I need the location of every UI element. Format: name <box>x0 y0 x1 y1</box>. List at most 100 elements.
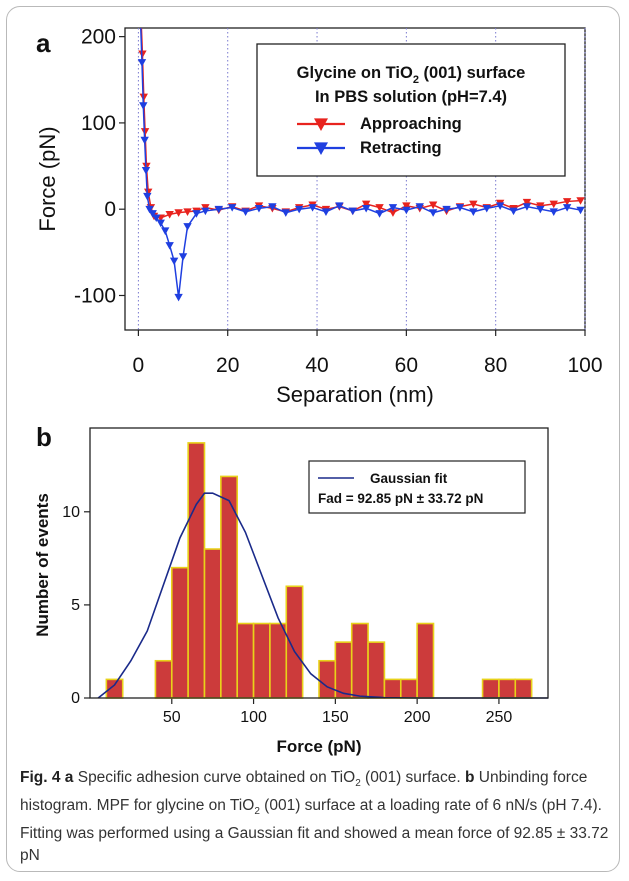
figure-caption: Fig. 4 a Specific adhesion curve obtaine… <box>20 767 620 867</box>
panel-a-x-tick-label: 80 <box>484 354 507 377</box>
data-point-retracting <box>562 204 572 212</box>
panel-b-legend: Gaussian fit Fad = 92.85 pN ± 33.72 pN <box>308 460 526 514</box>
panel-b-x-axis-label: Force (pN) <box>277 737 362 756</box>
data-point-retracting <box>455 204 465 212</box>
histogram-bar <box>220 475 239 699</box>
legend-marker-retracting <box>314 142 328 155</box>
panel-a-series-group <box>136 16 585 302</box>
panel-a-y-tick-label: 0 <box>104 198 116 221</box>
data-point-retracting <box>576 206 585 215</box>
panel-b-legend-box <box>308 460 526 514</box>
data-point-retracting <box>428 209 438 217</box>
panel-b-legend-fad-value: Fad = 92.85 pN ± 33.72 pN <box>318 491 483 506</box>
data-point-retracting <box>169 257 179 266</box>
panel-a-y-tick-label: 100 <box>81 112 116 135</box>
panel-b-legend-fit-label: Gaussian fit <box>370 471 448 486</box>
histogram-bar <box>399 678 418 699</box>
data-point-retracting <box>143 192 152 201</box>
data-point-retracting <box>139 102 148 110</box>
caption-sub-2: 2 <box>254 806 260 818</box>
panel-b-y-axis-label: Number of events <box>33 493 52 637</box>
panel-a-x-tick-label: 40 <box>305 354 328 377</box>
data-point-retracting <box>549 208 558 216</box>
panel-b-x-tick-label: 100 <box>240 709 267 726</box>
data-point-retracting <box>140 136 149 145</box>
data-point-retracting <box>402 206 411 215</box>
data-point-approaching <box>174 209 183 217</box>
data-point-retracting <box>268 203 277 211</box>
data-point-retracting <box>294 205 304 214</box>
data-point-retracting <box>522 203 532 211</box>
histogram-bar <box>285 585 304 699</box>
panel-a-x-tick-label: 60 <box>395 354 418 377</box>
data-point-approaching <box>140 128 150 136</box>
histogram-bar <box>187 442 206 699</box>
data-point-retracting <box>152 214 161 223</box>
histogram-bar <box>416 622 435 699</box>
histogram-bar <box>170 566 189 699</box>
panel-a-legend-box <box>256 43 566 177</box>
histogram-bar <box>318 659 337 699</box>
data-point-approaching <box>576 197 585 205</box>
panel-a-legend-title-line1: Glycine on TiO2 (001) surface <box>297 64 526 86</box>
caption-sub-1: 2 <box>355 778 361 790</box>
data-point-retracting <box>141 167 151 175</box>
data-point-approaching <box>469 200 478 209</box>
histogram-bar <box>498 678 517 699</box>
panel-a-plot-frame <box>124 27 586 331</box>
panel-b-x-tick-label: 150 <box>322 709 349 726</box>
data-point-retracting <box>214 205 223 214</box>
panel-b-x-tick-label: 200 <box>404 709 431 726</box>
panel-a-legend: Glycine on TiO2 (001) surface In PBS sol… <box>256 43 566 177</box>
data-point-retracting <box>375 210 384 218</box>
data-point-retracting <box>227 204 237 212</box>
data-point-retracting <box>308 204 317 212</box>
data-point-retracting <box>509 207 518 216</box>
caption-b-label: b <box>465 769 475 786</box>
caption-a-label: a <box>64 769 74 786</box>
histogram-bar <box>350 622 369 699</box>
panel-a-y-axis-label: Force (pN) <box>35 126 60 231</box>
data-point-retracting <box>415 203 424 211</box>
panel-a-x-tick-label: 100 <box>567 354 602 377</box>
data-point-retracting <box>241 208 250 216</box>
caption-text-4: (001) surface at a loading rate of 6 nN/… <box>20 797 609 865</box>
panel-a-y-tick-label: -100 <box>74 284 116 307</box>
data-point-retracting <box>254 204 264 213</box>
data-point-approaching <box>562 198 572 206</box>
data-point-retracting <box>160 227 170 235</box>
data-point-retracting <box>321 208 331 216</box>
data-point-approaching <box>165 211 174 219</box>
data-point-retracting <box>178 253 188 261</box>
data-point-approaching <box>361 200 371 209</box>
histogram-bar <box>514 678 533 699</box>
caption-text-2: (001) surface. <box>360 769 465 786</box>
panel-a-label: a <box>36 28 51 58</box>
data-point-retracting <box>442 205 451 214</box>
histogram-bar <box>252 622 271 699</box>
panel-b-plot-frame <box>89 427 549 699</box>
caption-text-1: Specific adhesion curve obtained on TiO <box>73 769 356 786</box>
data-point-retracting <box>136 20 144 28</box>
panel-b-label: b <box>36 422 52 452</box>
panel-b-y-tick-label: 10 <box>62 504 80 521</box>
data-point-retracting <box>145 205 154 214</box>
histogram-bar <box>269 622 288 699</box>
panel-b-x-tick-label: 50 <box>163 709 181 726</box>
data-point-approaching <box>428 201 438 210</box>
histogram-bar <box>154 659 173 699</box>
data-point-approaching <box>137 16 145 24</box>
data-point-approaching <box>375 204 384 212</box>
data-point-retracting <box>388 204 398 212</box>
panel-a-x-tick-label: 20 <box>216 354 239 377</box>
data-point-approaching <box>522 198 532 207</box>
panel-b-y-tick-label: 5 <box>71 597 80 614</box>
data-point-approaching <box>388 209 398 217</box>
data-point-retracting <box>174 293 183 302</box>
data-point-retracting <box>335 202 344 210</box>
data-point-retracting <box>469 208 478 216</box>
data-point-retracting <box>536 205 545 214</box>
gaussian-fit-line <box>97 492 548 699</box>
panel-a-x-tick-label: 0 <box>133 354 145 377</box>
